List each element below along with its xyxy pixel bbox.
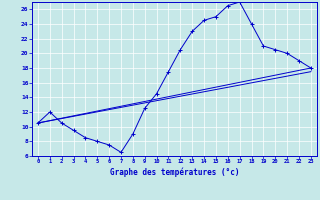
X-axis label: Graphe des températures (°c): Graphe des températures (°c): [110, 167, 239, 177]
